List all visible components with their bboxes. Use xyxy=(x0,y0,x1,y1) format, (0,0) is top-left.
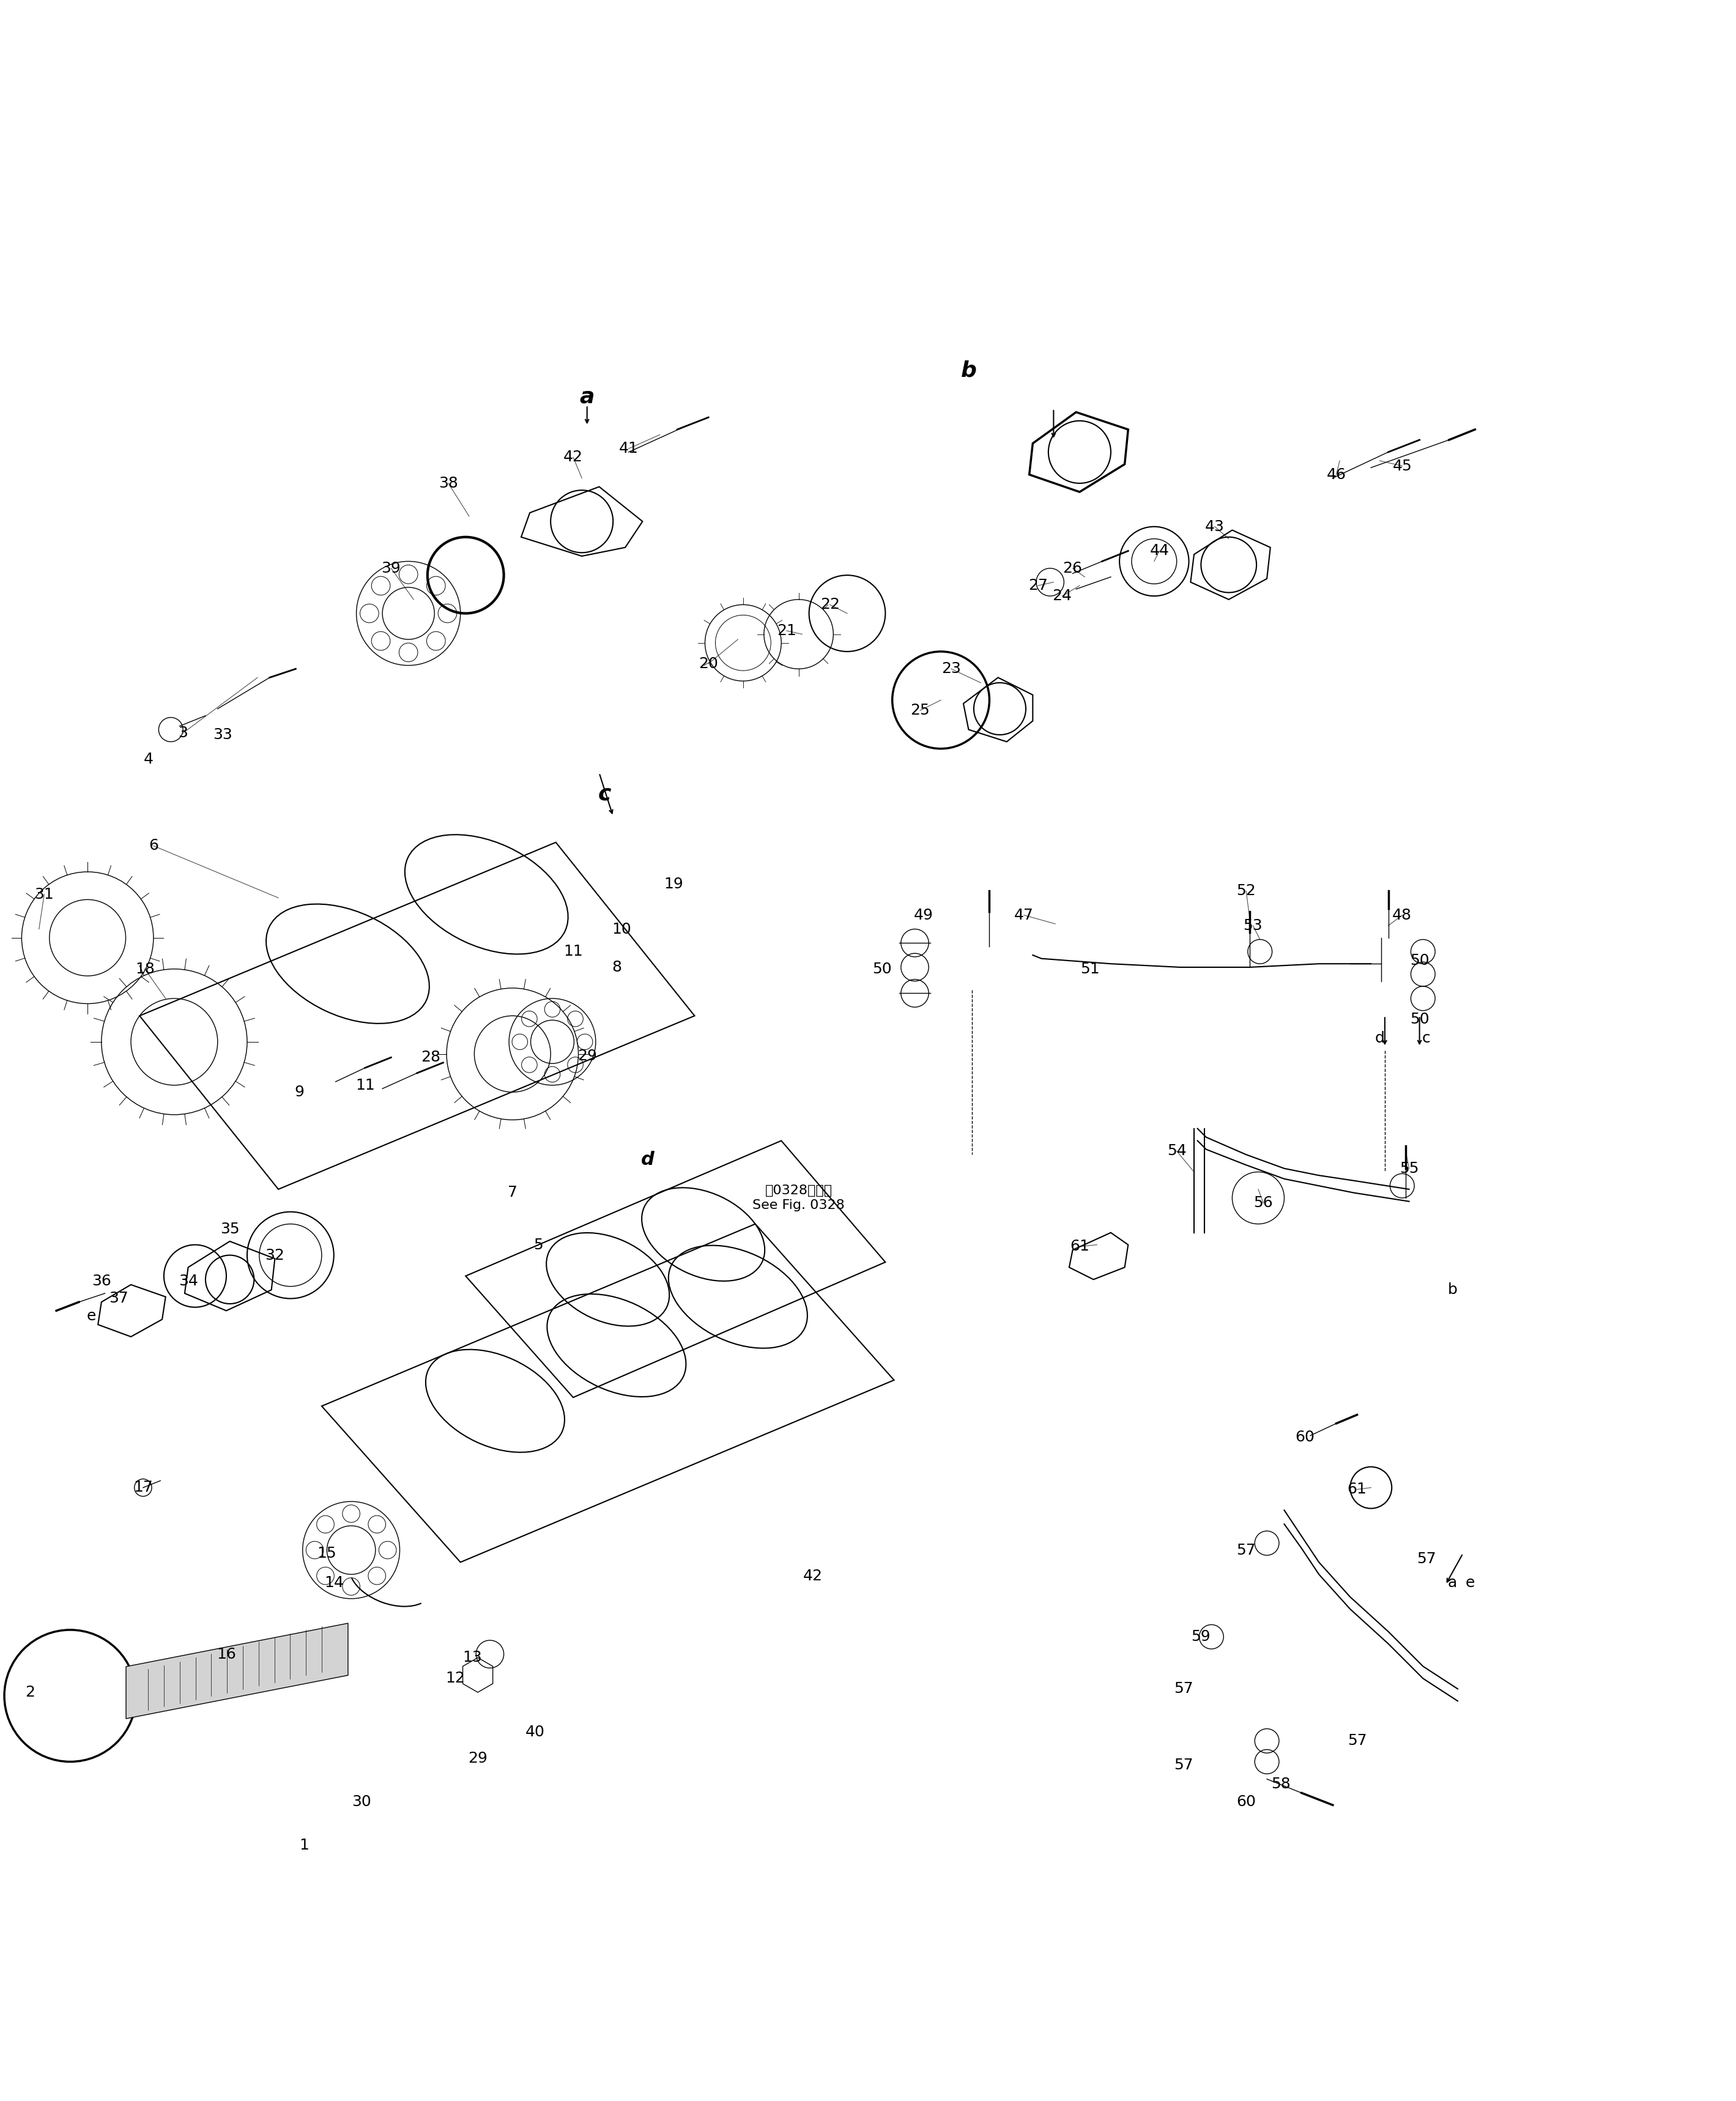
Text: 17: 17 xyxy=(134,1481,153,1496)
Text: 11: 11 xyxy=(356,1078,375,1093)
Text: 53: 53 xyxy=(1243,918,1262,933)
Text: 56: 56 xyxy=(1253,1195,1272,1210)
Text: 42: 42 xyxy=(802,1569,823,1584)
Text: 37: 37 xyxy=(109,1292,128,1307)
Text: 47: 47 xyxy=(1014,908,1035,922)
Text: 36: 36 xyxy=(92,1273,111,1288)
Text: 32: 32 xyxy=(266,1248,285,1263)
Text: 59: 59 xyxy=(1191,1630,1210,1645)
Text: 7: 7 xyxy=(507,1185,517,1200)
Text: 14: 14 xyxy=(325,1576,344,1590)
Text: 29: 29 xyxy=(578,1048,597,1063)
Text: a: a xyxy=(1448,1576,1457,1590)
Text: c: c xyxy=(597,784,611,805)
Text: 18: 18 xyxy=(135,962,155,977)
Text: 57: 57 xyxy=(1236,1542,1255,1557)
Text: 28: 28 xyxy=(422,1050,441,1065)
Text: 57: 57 xyxy=(1347,1733,1366,1748)
Text: 29: 29 xyxy=(469,1750,488,1765)
Text: e: e xyxy=(1465,1576,1474,1590)
Text: 55: 55 xyxy=(1399,1162,1418,1177)
Text: 50: 50 xyxy=(1410,1013,1429,1027)
Text: 46: 46 xyxy=(1326,466,1345,481)
Text: 2: 2 xyxy=(26,1685,35,1700)
Text: 45: 45 xyxy=(1392,458,1411,473)
Text: 25: 25 xyxy=(910,704,930,719)
Text: 10: 10 xyxy=(613,922,632,937)
Text: 12: 12 xyxy=(446,1670,465,1685)
Text: b: b xyxy=(960,359,977,380)
Text: 39: 39 xyxy=(382,561,401,576)
Text: 27: 27 xyxy=(1028,578,1049,592)
Text: 54: 54 xyxy=(1167,1143,1186,1158)
Text: d: d xyxy=(641,1151,654,1168)
Text: 50: 50 xyxy=(871,962,892,977)
Text: 6: 6 xyxy=(149,838,158,853)
Text: 11: 11 xyxy=(564,943,583,958)
Text: 60: 60 xyxy=(1295,1431,1314,1445)
Text: 57: 57 xyxy=(1174,1681,1193,1696)
Text: 52: 52 xyxy=(1236,885,1255,899)
Text: 60: 60 xyxy=(1236,1794,1255,1809)
Text: 61: 61 xyxy=(1069,1240,1088,1254)
Text: 40: 40 xyxy=(526,1725,545,1740)
Text: 30: 30 xyxy=(352,1794,372,1809)
Text: 21: 21 xyxy=(776,624,797,639)
Text: 13: 13 xyxy=(464,1649,483,1664)
Text: 第0328図参照
See Fig. 0328: 第0328図参照 See Fig. 0328 xyxy=(752,1185,845,1210)
Text: 38: 38 xyxy=(439,477,458,492)
Text: 8: 8 xyxy=(611,960,621,975)
Text: d: d xyxy=(1375,1032,1385,1046)
Text: 57: 57 xyxy=(1174,1759,1193,1773)
Text: 34: 34 xyxy=(179,1273,198,1288)
Text: 49: 49 xyxy=(913,908,934,922)
Text: 51: 51 xyxy=(1080,962,1099,977)
Text: 19: 19 xyxy=(665,876,684,891)
Text: 16: 16 xyxy=(217,1647,236,1662)
Text: 1: 1 xyxy=(300,1838,309,1853)
Text: 58: 58 xyxy=(1271,1777,1290,1792)
Text: 24: 24 xyxy=(1052,588,1073,603)
Text: 23: 23 xyxy=(941,662,962,677)
Text: a: a xyxy=(580,387,594,408)
Text: 9: 9 xyxy=(295,1084,304,1099)
Text: 5: 5 xyxy=(533,1237,543,1252)
Text: 31: 31 xyxy=(35,887,54,901)
Text: 48: 48 xyxy=(1392,908,1411,922)
Text: 35: 35 xyxy=(220,1223,240,1237)
Text: 44: 44 xyxy=(1149,544,1168,559)
Text: 57: 57 xyxy=(1417,1551,1436,1565)
Text: 42: 42 xyxy=(564,450,583,464)
Text: c: c xyxy=(1422,1032,1430,1046)
Text: e: e xyxy=(87,1309,95,1324)
Text: 43: 43 xyxy=(1205,519,1224,534)
Text: 4: 4 xyxy=(144,752,153,767)
Text: 3: 3 xyxy=(179,725,187,740)
Text: 26: 26 xyxy=(1062,561,1083,576)
Text: 33: 33 xyxy=(214,727,233,742)
Text: 50: 50 xyxy=(1410,954,1429,969)
Text: 20: 20 xyxy=(698,656,719,670)
Text: 22: 22 xyxy=(819,597,840,611)
Text: 41: 41 xyxy=(620,441,639,456)
Text: 15: 15 xyxy=(318,1546,337,1561)
Text: b: b xyxy=(1448,1282,1457,1296)
Text: 61: 61 xyxy=(1347,1481,1366,1496)
